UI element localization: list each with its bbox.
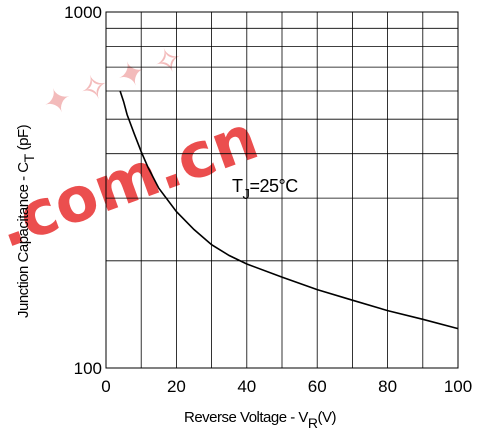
y-axis-title: Junction Capacitance - CT (pF) (15, 124, 37, 318)
plot-frame (105, 11, 459, 369)
x-tick-labels: 0 20 40 60 80 100 (101, 377, 472, 396)
x-axis-title-sub: R (308, 415, 318, 431)
y-axis-title-main: Junction Capacitance - C (15, 162, 32, 318)
capacitance-curve (119, 90, 459, 330)
watermark-glyphs: ✦ ✧ ✦ ✧ (38, 38, 189, 126)
annotation-sub: J (243, 186, 250, 203)
annotation-rest: =25°C (250, 176, 299, 196)
x-tick-label: 80 (378, 377, 397, 396)
x-tick-label: 0 (101, 377, 110, 396)
temperature-annotation: TJ=25°C (232, 176, 298, 203)
x-axis-title-unit: (V) (318, 409, 337, 426)
x-tick-label: 20 (167, 377, 186, 396)
y-tick-label: 100 (74, 359, 102, 378)
y-tick-label: 1000 (64, 3, 102, 22)
watermark: .com.cn ✦ ✧ ✦ ✧ (0, 38, 267, 262)
grid (106, 12, 458, 368)
x-tick-label: 100 (444, 377, 472, 396)
y-axis-title-sub: T (21, 153, 37, 162)
annotation-main: T (232, 176, 243, 196)
x-tick-label: 60 (308, 377, 327, 396)
x-tick-label: 40 (237, 377, 256, 396)
watermark-text: .com.cn (0, 100, 267, 262)
x-axis-title-main: Reverse Voltage - V (184, 409, 308, 426)
y-tick-labels: 100 1000 (64, 3, 102, 378)
y-axis-title-unit: (pF) (15, 124, 32, 150)
x-axis-title: Reverse Voltage - VR(V) (184, 409, 337, 431)
